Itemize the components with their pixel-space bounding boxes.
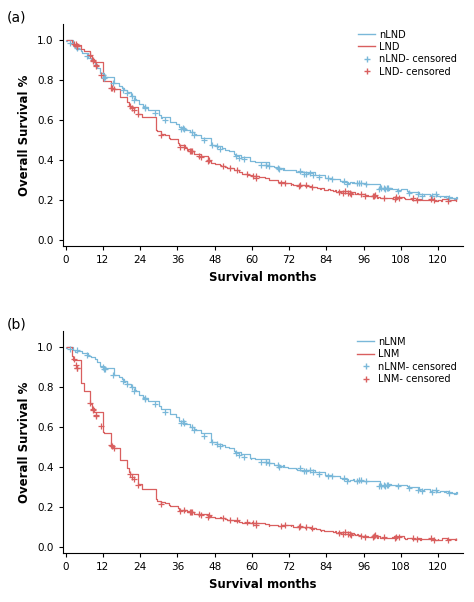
Text: (a): (a) <box>7 10 26 25</box>
X-axis label: Survival months: Survival months <box>209 271 317 284</box>
X-axis label: Survival months: Survival months <box>209 578 317 591</box>
Y-axis label: Overall Survival %: Overall Survival % <box>18 382 31 503</box>
Text: (b): (b) <box>7 318 26 332</box>
Y-axis label: Overall Survival %: Overall Survival % <box>18 74 31 196</box>
Legend: nLND, LND, nLND- censored, LND- censored: nLND, LND, nLND- censored, LND- censored <box>355 26 460 80</box>
Legend: nLNM, LNM, nLNM- censored, LNM- censored: nLNM, LNM, nLNM- censored, LNM- censored <box>354 334 460 387</box>
